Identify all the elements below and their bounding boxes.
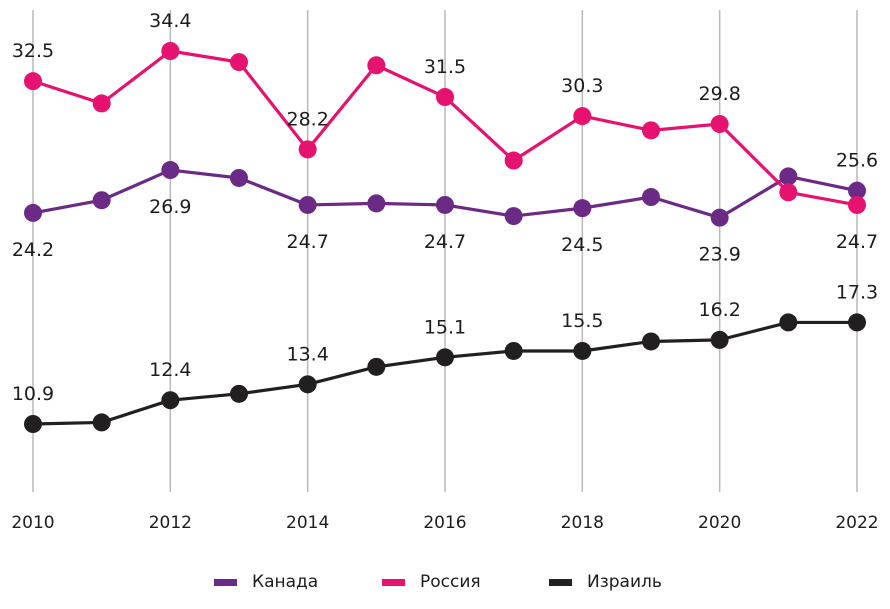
data-label-israel-2020: 16.2 [699, 299, 741, 321]
data-label-russia-2016: 31.5 [424, 56, 466, 78]
data-labels: 24.2 26.9 24.7 24.7 24.5 23.9 25.6 32.5 34.4 28.2… [12, 10, 878, 405]
data-point-israel-2022[interactable] [848, 313, 866, 332]
data-point-russia-2010[interactable] [24, 72, 42, 91]
data-point-canada-2015[interactable] [367, 194, 386, 213]
data-point-russia-2011[interactable] [92, 94, 111, 113]
data-point-israel-2014[interactable] [298, 375, 317, 394]
data-label-russia-2018: 30.3 [561, 75, 603, 97]
data-point-israel-2010[interactable] [24, 415, 42, 433]
data-point-canada-2018[interactable] [573, 199, 592, 218]
legend-item-canada[interactable]: Канада [214, 572, 318, 592]
series-canada [24, 161, 866, 227]
x-tick-label: 2010 [11, 513, 54, 533]
data-point-israel-2019[interactable] [642, 332, 660, 351]
data-label-russia-2020: 29.8 [699, 83, 741, 105]
data-point-israel-2012[interactable] [161, 391, 180, 410]
data-label-russia-2010: 32.5 [12, 40, 54, 62]
data-point-russia-2014[interactable] [298, 140, 317, 159]
data-label-israel-2010: 10.9 [12, 383, 54, 405]
data-label-israel-2016: 15.1 [424, 316, 466, 338]
data-point-russia-2019[interactable] [642, 121, 660, 140]
data-label-canada-2018: 24.5 [561, 234, 603, 256]
data-point-russia-2020[interactable] [710, 115, 729, 134]
x-axis-ticks: 2010 2012 2014 2016 2018 2020 2022 [11, 513, 878, 533]
data-point-israel-2020[interactable] [710, 330, 729, 349]
data-label-russia-2014: 28.2 [287, 108, 329, 130]
series-layer [24, 42, 866, 433]
data-point-russia-2013[interactable] [230, 53, 248, 72]
data-point-canada-2012[interactable] [161, 161, 180, 180]
data-point-canada-2011[interactable] [92, 191, 111, 210]
data-point-russia-2017[interactable] [504, 151, 523, 170]
data-label-canada-2020: 23.9 [699, 244, 741, 266]
data-label-israel-2014: 13.4 [287, 343, 329, 365]
data-point-canada-2021[interactable] [779, 167, 798, 186]
x-tick-label: 2016 [423, 513, 466, 533]
x-tick-label: 2018 [561, 513, 604, 533]
data-point-canada-2016[interactable] [436, 195, 454, 214]
legend-item-russia[interactable]: Россия [382, 572, 481, 592]
legend-label-israel: Израиль [587, 572, 662, 592]
data-point-russia-2018[interactable] [573, 107, 592, 126]
data-point-canada-2022[interactable] [848, 181, 866, 200]
data-point-russia-2022[interactable] [848, 195, 866, 214]
data-point-israel-2013[interactable] [230, 384, 248, 403]
data-point-russia-2015[interactable] [367, 56, 386, 75]
x-tick-label: 2012 [149, 513, 192, 533]
data-label-canada-2014: 24.7 [287, 231, 329, 253]
data-point-israel-2011[interactable] [92, 413, 111, 432]
legend-swatch-russia [382, 578, 405, 586]
data-point-russia-2021[interactable] [779, 183, 798, 202]
x-tick-label: 2022 [835, 513, 878, 533]
data-point-canada-2020[interactable] [710, 208, 729, 227]
data-point-israel-2018[interactable] [573, 341, 592, 360]
series-russia [24, 42, 866, 214]
data-label-canada-2012: 26.9 [149, 196, 191, 218]
data-label-israel-2012: 12.4 [149, 359, 191, 381]
legend-label-canada: Канада [252, 572, 319, 592]
series-israel [24, 313, 866, 433]
legend-swatch-canada [214, 578, 237, 586]
data-point-russia-2016[interactable] [436, 88, 454, 107]
data-label-canada-2016: 24.7 [424, 231, 466, 253]
legend-item-israel[interactable]: Израиль [549, 572, 662, 592]
data-point-israel-2021[interactable] [779, 313, 798, 332]
x-tick-label: 2014 [286, 513, 329, 533]
data-label-russia-2012: 34.4 [149, 10, 191, 32]
data-point-israel-2017[interactable] [504, 341, 523, 360]
data-point-israel-2016[interactable] [436, 348, 454, 367]
legend-label-russia: Россия [420, 572, 481, 592]
data-label-canada-2022: 25.6 [836, 150, 878, 172]
data-label-canada-2010: 24.2 [12, 239, 54, 261]
legend-swatch-israel [549, 578, 572, 586]
data-point-canada-2014[interactable] [298, 195, 317, 214]
data-point-russia-2012[interactable] [161, 42, 180, 60]
data-point-canada-2019[interactable] [642, 188, 660, 207]
data-label-israel-2022: 17.3 [836, 281, 878, 303]
data-label-israel-2018: 15.5 [561, 310, 603, 332]
x-tick-label: 2020 [698, 513, 741, 533]
data-point-canada-2013[interactable] [230, 168, 248, 187]
data-point-canada-2017[interactable] [504, 207, 523, 226]
data-label-russia-2022: 24.7 [836, 231, 878, 253]
data-point-israel-2015[interactable] [367, 357, 386, 376]
legend: Канада Россия Израиль [0, 572, 890, 598]
data-point-canada-2010[interactable] [24, 203, 42, 222]
